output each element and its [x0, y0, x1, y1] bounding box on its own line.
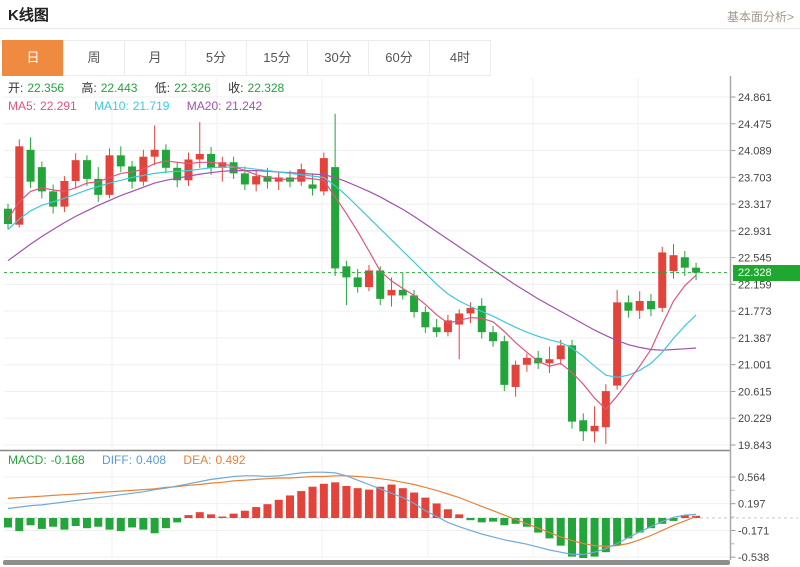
main-axis-label: 20.229: [738, 413, 772, 425]
period-tab-月[interactable]: 月: [124, 40, 186, 76]
current-price-tag: 22.328: [733, 265, 800, 281]
macd-value: -0.168: [50, 453, 85, 467]
ma10-label: MA10:: [94, 99, 129, 113]
header-divider: [0, 28, 800, 29]
macd-histogram: [4, 482, 701, 559]
main-axis-label: 22.545: [738, 253, 772, 265]
main-axis-label: 24.475: [738, 119, 772, 131]
diff-value: 0.408: [136, 453, 167, 467]
open-label: 开:: [8, 81, 24, 95]
open-value: 22.356: [27, 81, 65, 95]
macd-axis-label: -0.171: [738, 525, 769, 537]
diff-label: DIFF:: [102, 453, 133, 467]
ma5-value: 22.291: [40, 99, 77, 113]
ma20-line: [7, 170, 697, 351]
candles: [4, 113, 701, 444]
ma-bar: MA5: 22.291 MA10: 21.719 MA20: 21.242: [8, 99, 266, 113]
dea-value: 0.492: [215, 453, 246, 467]
period-tab-5分[interactable]: 5分: [185, 40, 247, 76]
fundamental-analysis-link[interactable]: 基本面分析>: [726, 10, 794, 24]
dea-line: [7, 475, 697, 548]
diff-line: [7, 471, 697, 556]
ma20-label: MA20:: [186, 99, 222, 113]
close-value: 22.328: [247, 81, 285, 95]
low-value: 22.326: [174, 81, 211, 95]
period-tab-周[interactable]: 周: [63, 40, 125, 76]
main-axis-label: 20.615: [738, 386, 772, 398]
grid-lines: [4, 78, 736, 558]
period-tab-30分[interactable]: 30分: [307, 40, 369, 76]
main-axis-label: 23.317: [738, 199, 772, 211]
main-axis-label: 22.931: [738, 226, 772, 238]
quote-bar: 开: 22.356 高: 22.443 低: 22.326 收: 22.328: [8, 79, 288, 96]
main-axis-label: 21.001: [738, 360, 772, 372]
main-axis-label: 23.703: [738, 172, 772, 184]
close-label: 收:: [228, 81, 244, 95]
main-axis-label: 24.861: [738, 92, 772, 104]
ma5-label: MA5:: [8, 99, 37, 113]
period-tab-15分[interactable]: 15分: [246, 40, 308, 76]
low-label: 低:: [154, 81, 171, 95]
main-axis-label: 24.089: [738, 146, 772, 158]
horizontal-scrollbar[interactable]: [3, 560, 730, 565]
ma20-value: 21.242: [225, 99, 263, 113]
ma5-line: [7, 160, 697, 411]
ma10-line: [7, 166, 697, 378]
period-tab-60分[interactable]: 60分: [368, 40, 430, 76]
dea-label: DEA:: [183, 453, 212, 467]
page-title: K线图: [8, 7, 49, 24]
period-tab-日[interactable]: 日: [2, 40, 64, 76]
period-tabs: 日周月 5分 15分 30分 60分 4时: [2, 40, 491, 76]
main-axis-label: 21.387: [738, 333, 772, 345]
main-axis-label: 19.843: [738, 440, 772, 452]
main-axis-label: 22.159: [738, 279, 772, 291]
macd-axis-label: 0.197: [738, 499, 766, 511]
ma10-value: 21.719: [132, 99, 170, 113]
macd-axis-label: -0.538: [738, 552, 769, 564]
high-label: 高:: [81, 81, 97, 95]
period-tab-4时[interactable]: 4时: [429, 40, 491, 76]
macd-label: MACD:: [8, 453, 47, 467]
main-axis-label: 21.773: [738, 306, 772, 318]
macd-axis-label: 0.564: [738, 472, 766, 484]
high-value: 22.443: [100, 81, 138, 95]
macd-bar: MACD: -0.168 DIFF: 0.408 DEA: 0.492: [8, 453, 249, 467]
